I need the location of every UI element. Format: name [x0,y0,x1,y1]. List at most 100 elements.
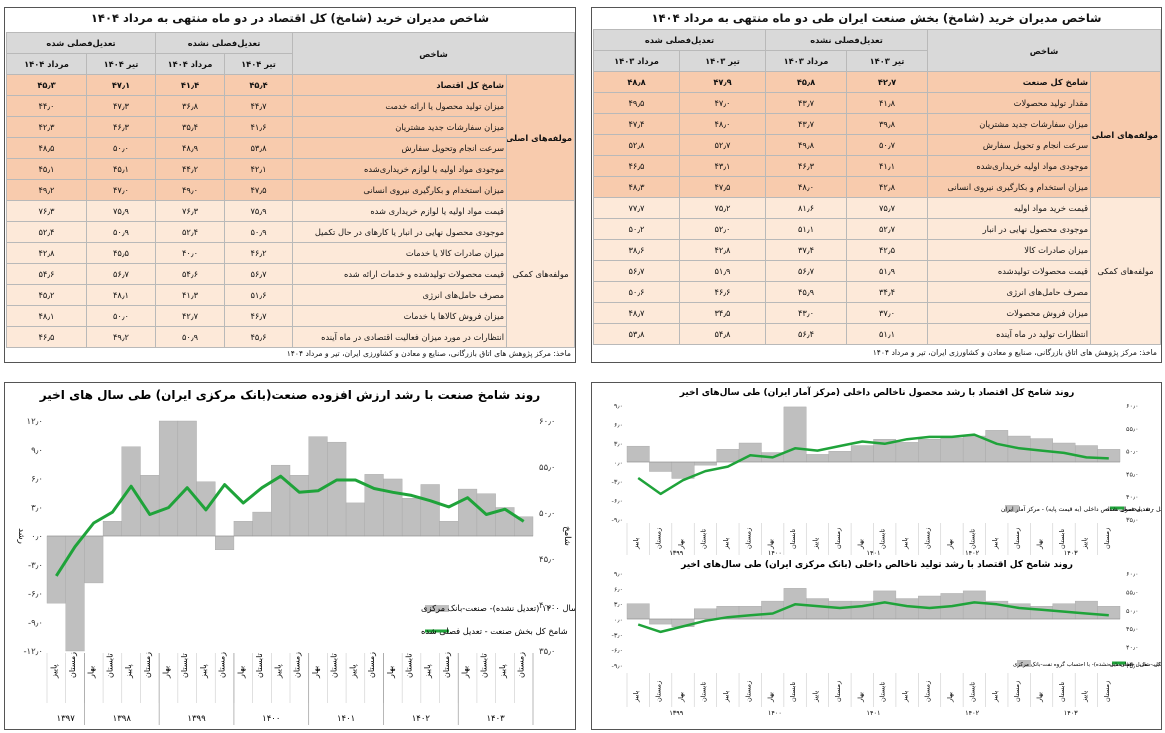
row-value: ۴۷٫۱ [86,74,156,96]
x-tick-label: تابستان [255,653,264,678]
row-value: ۵۴٫۶ [154,263,226,285]
row-value: ۴۲٫۷ [846,71,929,93]
row-value: ۵۶٫۷ [86,263,156,285]
bar [694,461,717,466]
bar [649,618,673,625]
row-value: ۵۲٫۴ [154,221,226,243]
row-value: ۷۵٫۲ [679,197,766,219]
bar [895,598,919,620]
adjusted-header: تعدیل‌فصلی شده [593,29,766,51]
x-tick-label: تابستان [699,682,707,702]
year-label: ۱۴۰۲ [965,709,979,717]
industry-table-panel: شاخص مدیران خرید (شامخ) بخش صنعت ایران ط… [591,7,1162,363]
bar [962,435,986,463]
x-tick-label: پاییز [498,664,507,679]
row-label: انتظارات تولید در ماه آینده [927,323,1092,345]
row-value: ۵۲٫۴ [6,221,87,243]
row-value: ۴۲٫۳ [6,116,87,138]
row-value: ۵۲٫۷ [846,218,929,240]
table-row: سرعت انجام وتحویل سفارش ۵۳٫۸ ۴۸٫۹ ۵۰٫۰ ۴۸٫۵ [6,137,575,159]
bar [65,535,85,652]
row-value: ۴۷٫۰ [679,92,766,114]
x-tick-label: پاییز [991,691,999,703]
y-right-tick-label: ۶۰٫۰ [539,417,555,427]
row-label: میزان فروش کالاها یا خدمات [292,305,508,327]
year-label: ۱۴۰۱ [867,549,881,555]
x-tick-label: بهار [1036,539,1044,550]
bar [364,474,384,537]
bar [1097,606,1121,620]
row-value: ۵۶٫۷ [224,263,294,285]
x-tick-label: تابستان [405,653,414,678]
x-tick-label: بهار [162,666,171,679]
industry-growth-chart: روند شامخ صنعت با رشد ارزش افزوده صنعت(ب… [16,388,575,725]
row-value: ۴۷٫۹ [679,71,766,93]
aux-components-label: مولفه‌های کمکی [506,200,576,348]
y-right-tick-label: ۴۵٫۰ [539,555,555,565]
table-row: موجودی مواد اولیه خریداری‌شده ۴۱٫۱ ۴۶٫۳ ۴۳٫… [593,155,1161,177]
x-tick-label: بهار [946,539,954,550]
row-label: موجودی محصول نهایی در انبار [927,218,1092,240]
table-row: مقدار تولید محصولات ۴۱٫۸ ۴۳٫۷ ۴۷٫۰ ۴۹٫۵ [593,92,1161,114]
row-label: مصرف حامل‌های انرژی [292,284,508,306]
row-value: ۳۴٫۴ [846,281,929,303]
index-column-header: شاخص [292,32,576,75]
y-left-tick-label: -۱۲٫۰ [23,647,43,657]
row-value: ۴۵٫۹ [764,281,848,303]
x-tick-label: پاییز [199,664,208,679]
row-value: ۴۶٫۵ [6,326,87,348]
x-tick-label: پاییز [1080,538,1088,550]
row-value: ۴۳٫۰ [764,302,848,324]
row-value: ۵۱٫۶ [224,284,294,306]
y-left-tick-label: ۹٫۰ [614,570,623,578]
row-value: ۵۶٫۷ [593,260,680,282]
row-label: مصرف حامل‌های انرژی [927,281,1092,303]
y-left-tick-label: ۳٫۰ [614,601,623,609]
x-tick-label: پاییز [901,538,909,550]
row-value: ۵۰٫۹ [86,221,156,243]
table-row: میزان صادرات کالا ۴۲٫۵ ۳۷٫۴ ۴۲٫۸ ۳۸٫۶ [593,239,1161,261]
bar [383,478,403,537]
x-tick-label: پاییز [49,664,58,679]
bar [233,521,253,537]
bar [345,502,365,537]
row-value: ۷۶٫۳ [154,200,226,222]
year-label: ۱۳۹۹ [187,714,206,724]
x-tick-label: تابستان [968,529,976,549]
y-left-tick-label: ۱۲٫۰ [27,417,43,427]
x-tick-label: زمستان [143,652,152,678]
table-row: موجودی محصول نهایی در انبار یا کارهای در… [6,221,575,243]
y-left-tick-label: ۹٫۰ [614,402,623,410]
y-left-tick-label: -۶٫۰ [612,647,623,655]
x-tick-label: زمستان [924,528,932,549]
row-value: ۴۶٫۶ [679,281,766,303]
x-tick-label: بهار [767,539,775,550]
y-left-axis-label: رشد [16,528,26,544]
x-tick-label: پاییز [722,691,730,703]
month-header: تیر ۱۴۰۴ [224,53,294,75]
row-label: قیمت محصولات تولیدشده [927,260,1092,282]
row-value: ۴۴٫۷ [224,95,294,117]
row-value: ۴۸٫۳ [593,176,680,198]
y-left-tick-label: ۶٫۰ [31,475,43,485]
x-tick-label: پاییز [722,538,730,550]
month-header: مرداد ۱۴۰۳ [593,50,680,72]
month-header: تیر ۱۴۰۳ [679,50,766,72]
row-value: ۴۹٫۵ [593,92,680,114]
row-value: ۵۱٫۱ [764,218,848,240]
x-tick-label: پاییز [991,538,999,550]
row-value: ۷۷٫۷ [593,197,680,219]
x-tick-label: زمستان [442,652,451,678]
row-value: ۳۷٫۴ [764,239,848,261]
economy-table-source: ماخذ: مرکز پژوهش های اتاق بازرگانی، صنای… [286,349,571,358]
row-value: ۴۱٫۶ [224,116,294,138]
table-row: میزان فروش کالاها یا خدمات ۴۶٫۷ ۴۲٫۷ ۵۰٫۰ ۴۸… [6,305,575,327]
x-tick-label: زمستان [1103,681,1111,702]
chart-title: روند شامخ صنعت با رشد ارزش افزوده صنعت(ب… [39,388,540,403]
x-tick-label: بهار [1036,692,1044,703]
x-tick-label: تابستان [1058,529,1066,549]
index-column-header: شاخص [927,29,1162,72]
year-label: ۱۴۰۳ [1064,549,1078,555]
table-row: مولفه‌های کمکی قیمت مواد اولیه یا لوازم خ… [6,200,576,348]
industry-table: شاخص تعدیل‌فصلی نشده تعدیل‌فصلی شده تیر ۱۴۰… [593,29,1162,345]
